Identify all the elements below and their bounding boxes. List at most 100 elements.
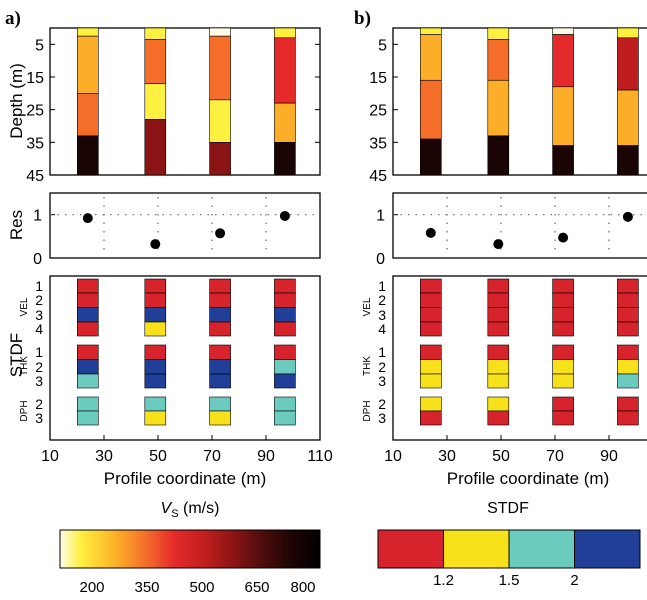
vs-layer xyxy=(209,142,231,176)
vs-layer xyxy=(77,93,99,137)
stdf-row-label: 3 xyxy=(378,307,386,323)
panel-b: 51525354510VEL1234THK123DPH2310305070901… xyxy=(362,27,647,488)
stdf-cell xyxy=(209,359,231,375)
panel-a-label: a) xyxy=(5,8,21,29)
res-point xyxy=(622,211,633,222)
vs-legend-ticks: 200 350 500 650 800 xyxy=(79,579,315,596)
stdf-cell xyxy=(77,344,99,360)
x-tick-label: 90 xyxy=(257,448,275,465)
stdf-cell xyxy=(617,373,639,389)
depth-tick-label: 15 xyxy=(26,70,44,87)
vs-legend-title-v: V xyxy=(161,500,173,517)
stdf-cell xyxy=(77,396,99,412)
vs-layer xyxy=(487,79,510,137)
stdf-cell xyxy=(144,344,167,360)
depth-tick-label: 35 xyxy=(26,135,44,152)
depth-tick-label: 5 xyxy=(35,37,44,54)
stdf-cell xyxy=(144,410,167,426)
x-tick-label: 110 xyxy=(307,448,333,465)
vs-layer xyxy=(419,34,442,81)
stdf-group-label-thk: THK xyxy=(362,356,373,376)
stdf-cell xyxy=(419,410,442,426)
res-tick-label: 0 xyxy=(376,251,385,268)
vs-layer xyxy=(144,27,167,40)
stdf-cell xyxy=(419,373,442,389)
x-tick-label: 10 xyxy=(41,448,59,465)
vs-legend-title-rest: (m/s) xyxy=(179,500,220,517)
vs-layer xyxy=(274,37,296,104)
stdf-cell xyxy=(419,307,442,323)
stdf-row-label: 2 xyxy=(35,292,43,308)
vs-layer xyxy=(77,35,99,94)
stdf-cell xyxy=(552,410,574,426)
stdf-row-label: 3 xyxy=(35,410,43,426)
stdf-colorbar: 1.2 1.5 2 xyxy=(377,529,641,589)
stdf-cell xyxy=(487,344,510,360)
vs-layer xyxy=(209,27,231,37)
stdf-cell xyxy=(209,373,231,389)
stdf-cell xyxy=(487,292,510,308)
vs-layer xyxy=(487,27,510,40)
stdf-cell xyxy=(274,344,296,360)
stdf-legend-tick: 2 xyxy=(570,572,578,589)
x-tick-label: 90 xyxy=(600,448,618,465)
res-point xyxy=(493,239,504,250)
depth-tick-label: 45 xyxy=(369,168,387,185)
vs-layer xyxy=(274,27,296,39)
stdf-cell xyxy=(487,278,510,294)
depth-plot-frame xyxy=(392,27,647,176)
vs-layer xyxy=(487,135,510,176)
vs-layer xyxy=(419,138,442,176)
stdf-cell xyxy=(209,307,231,323)
stdf-cell xyxy=(209,344,231,360)
depth-plot-frame xyxy=(49,27,321,176)
stdf-cell xyxy=(77,292,99,308)
stdf-cell xyxy=(617,396,639,412)
stdf-legend-swatch-yellow xyxy=(443,529,510,569)
stdf-cell xyxy=(274,410,296,426)
vs-layer xyxy=(552,145,574,176)
stdf-group-label-vel: VEL xyxy=(362,297,373,316)
stdf-cell xyxy=(144,396,167,412)
stdf-row-label: 3 xyxy=(35,307,43,323)
depth-tick-label: 45 xyxy=(26,168,44,185)
stdf-cell xyxy=(617,278,639,294)
stdf-cell xyxy=(552,278,574,294)
stdf-cell xyxy=(274,373,296,389)
vs-layer xyxy=(552,86,574,146)
vs-layer xyxy=(419,27,442,35)
stdf-cell xyxy=(419,321,442,337)
stdf-cell xyxy=(77,359,99,375)
stdf-cell xyxy=(144,292,167,308)
stdf-cell xyxy=(274,278,296,294)
stdf-row-label: 4 xyxy=(35,321,43,337)
stdf-cell xyxy=(419,396,442,412)
stdf-cell xyxy=(209,396,231,412)
res-point xyxy=(279,210,290,221)
vs-layer xyxy=(209,35,231,101)
x-tick-label: 30 xyxy=(438,448,456,465)
vs-layer xyxy=(552,34,574,88)
vs-layer xyxy=(617,145,639,176)
stdf-cell xyxy=(144,321,167,337)
res-point xyxy=(150,239,161,250)
vs-layer xyxy=(77,135,99,176)
vs-tick-label: 500 xyxy=(189,579,214,596)
stdf-row-label: 2 xyxy=(35,396,43,412)
x-tick-label: 70 xyxy=(203,448,221,465)
vs-layer xyxy=(209,99,231,143)
stdf-row-label: 2 xyxy=(378,396,386,412)
res-axis-label: Res xyxy=(7,210,26,240)
stdf-legend-swatch-red xyxy=(377,529,444,569)
stdf-cell xyxy=(144,373,167,389)
stdf-cell xyxy=(209,321,231,337)
stdf-cell xyxy=(617,321,639,337)
stdf-cell xyxy=(552,292,574,308)
stdf-row-label: 2 xyxy=(378,292,386,308)
x-tick-label: 30 xyxy=(95,448,113,465)
x-tick-label: 50 xyxy=(149,448,167,465)
depth-tick-label: 25 xyxy=(26,103,44,120)
panel-b-label: b) xyxy=(354,8,371,29)
